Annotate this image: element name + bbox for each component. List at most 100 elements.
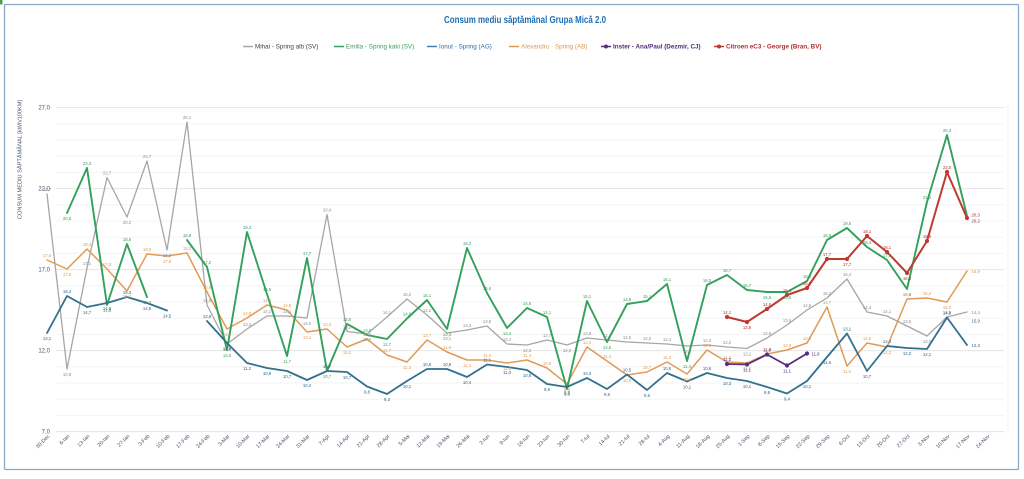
svg-text:18,8: 18,8 <box>923 234 932 239</box>
svg-text:14,5: 14,5 <box>163 314 172 319</box>
svg-text:18,3: 18,3 <box>83 242 92 247</box>
svg-text:13,1: 13,1 <box>843 327 852 332</box>
svg-text:12,5: 12,5 <box>803 336 812 341</box>
svg-text:20,2: 20,2 <box>972 219 981 224</box>
svg-text:18,1: 18,1 <box>883 245 892 250</box>
svg-text:12,8: 12,8 <box>583 331 592 336</box>
svg-text:13,3: 13,3 <box>223 332 232 337</box>
svg-text:15,6: 15,6 <box>763 295 772 300</box>
svg-text:13,3: 13,3 <box>443 332 452 337</box>
svg-text:10,7: 10,7 <box>323 364 332 369</box>
svg-text:13,5: 13,5 <box>903 319 912 324</box>
svg-text:16,1: 16,1 <box>663 277 672 282</box>
svg-text:18,2: 18,2 <box>163 253 172 258</box>
svg-text:25,3: 25,3 <box>943 128 952 133</box>
svg-text:11,9: 11,9 <box>443 345 452 350</box>
svg-text:Inster - Ana/Paul (Dezmir, CJ): Inster - Ana/Paul (Dezmir, CJ) <box>613 44 701 51</box>
svg-text:9,6: 9,6 <box>564 392 571 397</box>
svg-text:10,3: 10,3 <box>723 381 732 386</box>
svg-text:Consum mediu săptămânal Grupa: Consum mediu săptămânal Grupa Mică 2.0 <box>444 15 606 26</box>
svg-text:14,7: 14,7 <box>823 300 832 305</box>
svg-text:11,4: 11,4 <box>483 353 492 358</box>
svg-text:11,3: 11,3 <box>663 355 672 360</box>
svg-text:14,0: 14,0 <box>403 312 412 317</box>
svg-text:10,9: 10,9 <box>423 362 432 367</box>
svg-text:14,6: 14,6 <box>523 301 532 306</box>
svg-text:13,4: 13,4 <box>503 331 512 336</box>
svg-text:10,9: 10,9 <box>443 362 452 367</box>
svg-text:12,2: 12,2 <box>723 340 732 345</box>
svg-text:10,7: 10,7 <box>343 375 352 380</box>
svg-text:11,4: 11,4 <box>463 363 472 368</box>
svg-text:18,6: 18,6 <box>123 237 132 242</box>
svg-text:9,4: 9,4 <box>784 397 791 402</box>
svg-text:12,2: 12,2 <box>343 350 352 355</box>
svg-text:12,7: 12,7 <box>543 333 552 338</box>
svg-text:10,9: 10,9 <box>63 372 72 377</box>
svg-text:10,1: 10,1 <box>403 384 412 389</box>
svg-text:17,7: 17,7 <box>843 262 852 267</box>
svg-text:15,5: 15,5 <box>263 287 272 292</box>
svg-text:13,5: 13,5 <box>483 319 492 324</box>
svg-text:19,1: 19,1 <box>863 229 872 234</box>
svg-text:13,0: 13,0 <box>363 328 372 333</box>
svg-text:12,0: 12,0 <box>38 349 50 355</box>
svg-text:12,4: 12,4 <box>503 337 512 342</box>
svg-text:14,1: 14,1 <box>883 309 892 314</box>
svg-text:20,5: 20,5 <box>63 216 72 221</box>
svg-text:13,3: 13,3 <box>463 323 472 328</box>
svg-text:10,7: 10,7 <box>643 365 652 370</box>
svg-text:7,0: 7,0 <box>42 430 51 436</box>
svg-text:12,5: 12,5 <box>863 336 872 341</box>
svg-text:15,2: 15,2 <box>823 291 832 296</box>
svg-text:13,1: 13,1 <box>443 336 452 341</box>
svg-text:14,0: 14,0 <box>943 311 952 316</box>
svg-text:12,7: 12,7 <box>383 342 392 347</box>
svg-text:9,6: 9,6 <box>644 393 651 398</box>
svg-text:18,0: 18,0 <box>183 246 192 251</box>
svg-text:12,3: 12,3 <box>563 348 572 353</box>
svg-text:17,2: 17,2 <box>203 260 212 265</box>
svg-text:10,1: 10,1 <box>803 384 812 389</box>
svg-text:27,0: 27,0 <box>38 106 50 112</box>
svg-text:11,6: 11,6 <box>823 360 832 365</box>
svg-text:12,0: 12,0 <box>783 343 792 348</box>
svg-text:23,0: 23,0 <box>943 165 952 170</box>
svg-text:13,1: 13,1 <box>43 336 52 341</box>
svg-text:13,3: 13,3 <box>243 322 252 327</box>
svg-text:11,2: 11,2 <box>723 357 732 362</box>
svg-text:12,5: 12,5 <box>603 345 612 350</box>
svg-text:15,7: 15,7 <box>743 283 752 288</box>
svg-text:16,7: 16,7 <box>723 268 732 273</box>
svg-text:11,4: 11,4 <box>523 353 532 358</box>
svg-text:9,8: 9,8 <box>364 390 371 395</box>
svg-text:15,4: 15,4 <box>63 289 72 294</box>
svg-text:19,6: 19,6 <box>843 221 852 226</box>
svg-text:10,5: 10,5 <box>623 368 632 373</box>
svg-text:11,1: 11,1 <box>783 369 792 374</box>
svg-text:12,7: 12,7 <box>423 333 432 338</box>
svg-text:12,3: 12,3 <box>523 348 532 353</box>
svg-text:12,7: 12,7 <box>603 333 612 338</box>
svg-text:23,7: 23,7 <box>143 154 152 159</box>
svg-text:19,3: 19,3 <box>243 225 252 230</box>
svg-text:13,0: 13,0 <box>363 337 372 342</box>
svg-text:15,1: 15,1 <box>423 293 432 298</box>
svg-text:15,1: 15,1 <box>583 294 592 299</box>
svg-text:12,4: 12,4 <box>223 347 232 352</box>
svg-text:10,6: 10,6 <box>703 366 712 371</box>
svg-text:20,4: 20,4 <box>323 208 332 213</box>
svg-text:17,6: 17,6 <box>883 253 892 258</box>
svg-text:13,8: 13,8 <box>743 325 752 330</box>
svg-text:14,4: 14,4 <box>863 305 872 310</box>
svg-text:10,2: 10,2 <box>303 383 312 388</box>
svg-text:14,8: 14,8 <box>263 298 272 303</box>
svg-text:14,0: 14,0 <box>243 311 252 316</box>
svg-text:14,5: 14,5 <box>803 303 812 308</box>
svg-text:14,1: 14,1 <box>943 310 952 315</box>
svg-text:22,0: 22,0 <box>38 187 50 193</box>
svg-text:10,6: 10,6 <box>663 366 672 371</box>
svg-text:10,3: 10,3 <box>583 371 592 376</box>
svg-text:12,5: 12,5 <box>623 335 632 340</box>
svg-text:13,1: 13,1 <box>303 335 312 340</box>
